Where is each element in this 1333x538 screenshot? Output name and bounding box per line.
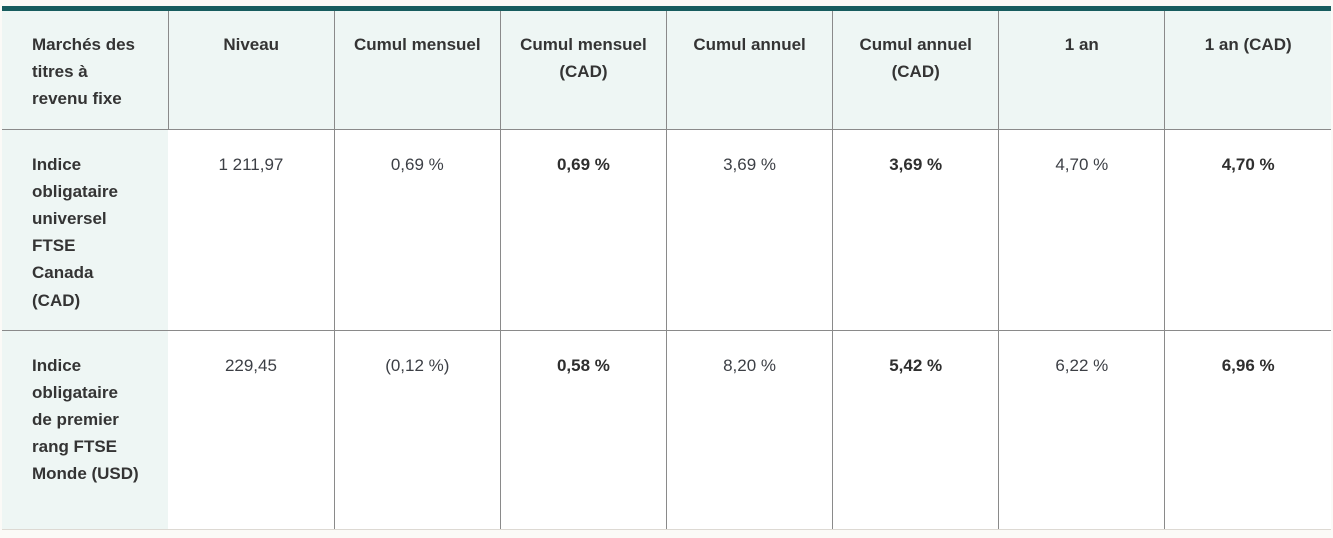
row-label-ftse-monde: Indice obligataire de premier rang FTSE …	[2, 329, 169, 530]
cell-cumul-annuel-cad: 5,42 %	[832, 329, 999, 530]
fixed-income-table-container: Marchés des titres à revenu fixe Niveau …	[2, 6, 1331, 531]
table-row: Indice obligataire de premier rang FTSE …	[2, 329, 1331, 530]
header-row: Marchés des titres à revenu fixe Niveau …	[2, 11, 1331, 130]
cell-1-an: 4,70 %	[998, 129, 1165, 331]
cell-cumul-mensuel-cad: 0,58 %	[499, 329, 667, 530]
header-marches-titres-revenu-fixe: Marchés des titres à revenu fixe	[2, 11, 169, 130]
cell-cumul-annuel: 3,69 %	[665, 129, 833, 331]
header-cumul-mensuel-cad: Cumul mensuel (CAD)	[499, 11, 667, 130]
cell-1-an-cad: 6,96 %	[1164, 329, 1331, 530]
cell-niveau: 1 211,97	[168, 129, 335, 331]
cell-cumul-annuel: 8,20 %	[665, 329, 833, 530]
table-row: Indice obligataire universel FTSE Canada…	[2, 129, 1331, 331]
cell-niveau: 229,45	[168, 329, 335, 530]
cell-1-an-cad: 4,70 %	[1164, 129, 1331, 331]
row-label-ftse-canada: Indice obligataire universel FTSE Canada…	[2, 129, 169, 331]
fixed-income-table: Marchés des titres à revenu fixe Niveau …	[2, 11, 1331, 530]
header-cumul-annuel-cad: Cumul annuel (CAD)	[832, 11, 999, 130]
cell-1-an: 6,22 %	[998, 329, 1165, 530]
header-1-an: 1 an	[998, 11, 1165, 130]
table-header: Marchés des titres à revenu fixe Niveau …	[2, 11, 1331, 130]
cell-cumul-annuel-cad: 3,69 %	[832, 129, 999, 331]
cell-cumul-mensuel: 0,69 %	[333, 129, 501, 331]
header-niveau: Niveau	[167, 11, 335, 130]
header-cumul-annuel: Cumul annuel	[665, 11, 833, 130]
table-body: Indice obligataire universel FTSE Canada…	[2, 129, 1331, 530]
header-cumul-mensuel: Cumul mensuel	[333, 11, 501, 130]
cell-cumul-mensuel-cad: 0,69 %	[499, 129, 667, 331]
cell-cumul-mensuel: (0,12 %)	[333, 329, 501, 530]
header-1-an-cad: 1 an (CAD)	[1164, 11, 1331, 130]
